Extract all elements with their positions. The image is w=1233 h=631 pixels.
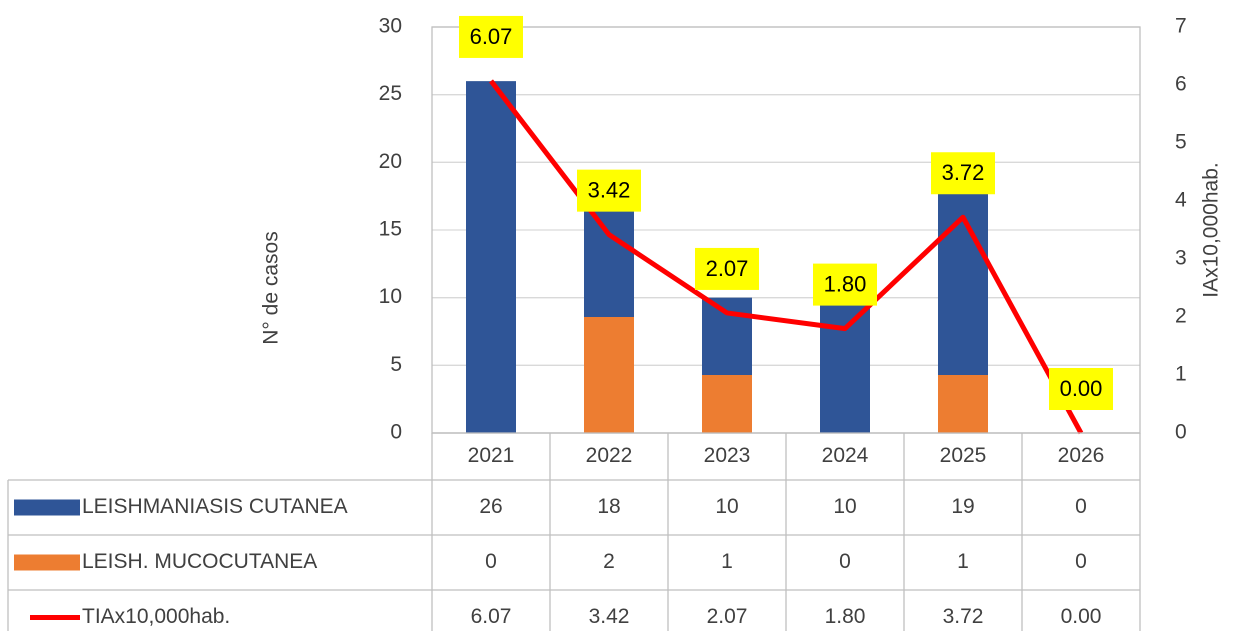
y2-tick-label: 1: [1175, 363, 1187, 386]
y-tick-label: 25: [379, 82, 402, 105]
bar: [466, 81, 516, 433]
table-cell: 10: [715, 495, 738, 518]
table-cell: 10: [833, 495, 856, 518]
data-label: 3.72: [942, 160, 985, 185]
legend-label: LEISHMANIASIS CUTANEA: [82, 495, 348, 518]
table-cell: 1.80: [825, 605, 866, 628]
data-label: 0.00: [1060, 376, 1103, 401]
table-cell: 0: [485, 550, 497, 573]
table-cell: 2.07: [707, 605, 748, 628]
legend-label: TIAx10,000hab.: [82, 605, 230, 628]
line-series: [489, 79, 1084, 435]
x-tick-label: 2025: [940, 444, 987, 467]
bar: [938, 375, 988, 433]
y2-tick-label: 7: [1175, 15, 1187, 38]
table-cell: 18: [597, 495, 620, 518]
y2-tick-label: 4: [1175, 189, 1187, 212]
data-label-box: [813, 263, 877, 306]
bar: [820, 297, 870, 433]
table-cell: 0: [1075, 550, 1087, 573]
y2-axis-label: IAx10,000hab.: [1200, 162, 1223, 297]
y2-tick-label: 2: [1175, 305, 1187, 328]
x-tick-label: 2021: [468, 444, 515, 467]
table-cell: 3.42: [589, 605, 630, 628]
y2-tick-label: 6: [1175, 73, 1187, 96]
table-cell: 6.07: [471, 605, 512, 628]
data-label: 2.07: [706, 256, 749, 281]
y2-tick-label: 3: [1175, 247, 1187, 270]
table-cell: 26: [479, 495, 502, 518]
y2-tick-label: 0: [1175, 421, 1187, 444]
y-tick-label: 0: [390, 421, 402, 444]
data-label: 1.80: [824, 271, 867, 296]
x-tick-label: 2023: [704, 444, 751, 467]
y-tick-label: 15: [379, 218, 402, 241]
y-tick-label: 20: [379, 150, 402, 173]
x-tick-label: 2022: [586, 444, 633, 467]
table-cell: 2: [603, 550, 615, 573]
y-tick-label: 5: [390, 353, 402, 376]
data-label: 6.07: [470, 24, 513, 49]
table-cell: 0: [1075, 495, 1087, 518]
table-cell: 3.72: [943, 605, 984, 628]
x-tick-label: 2026: [1058, 444, 1105, 467]
data-label-box: [577, 169, 641, 212]
legend-swatch: [14, 554, 80, 571]
data-label-box: [1049, 368, 1113, 410]
y-axis-label: N° de casos: [260, 231, 283, 344]
data-label-box: [459, 15, 523, 58]
y2-tick-label: 5: [1175, 131, 1187, 154]
table-cell: 19: [951, 495, 974, 518]
data-label-box: [931, 152, 995, 195]
y-tick-label: 10: [379, 285, 402, 308]
table-cell: 0: [839, 550, 851, 573]
table-cell: 1: [721, 550, 733, 573]
bar: [702, 375, 752, 433]
legend-swatch: [14, 499, 80, 516]
x-tick-label: 2024: [822, 444, 869, 467]
table-cell: 1: [957, 550, 969, 573]
data-label: 3.42: [588, 177, 631, 202]
table-cell: 0.00: [1061, 605, 1102, 628]
data-label-box: [695, 247, 759, 290]
legend-label: LEISH. MUCOCUTANEA: [82, 550, 317, 573]
y-tick-label: 30: [379, 15, 402, 38]
bar: [584, 317, 634, 433]
